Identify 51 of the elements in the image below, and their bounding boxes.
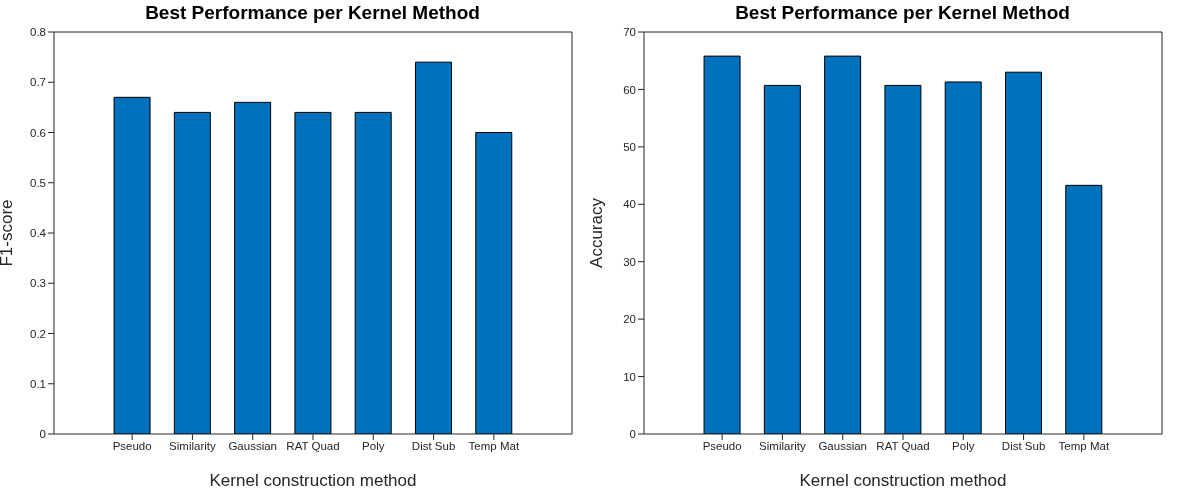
bar xyxy=(1004,71,1042,434)
bar xyxy=(173,111,211,434)
y-tick-label: 0.5 xyxy=(30,176,46,189)
chart-title: Best Performance per Kernel Method xyxy=(144,2,481,24)
y-tick-label: 0.3 xyxy=(30,277,46,290)
x-tick-label: Temp Mat xyxy=(1058,440,1110,453)
bar xyxy=(884,84,922,434)
x-tick-label: Poly xyxy=(952,440,975,453)
y-tick-label: 0.7 xyxy=(30,76,46,89)
bar xyxy=(354,111,392,434)
y-tick-label: 30 xyxy=(623,255,636,268)
bar xyxy=(763,84,801,434)
bar xyxy=(475,132,513,434)
y-tick-label: 0.2 xyxy=(30,327,46,340)
x-tick-label: Gaussian xyxy=(818,440,868,453)
y-axis-title: F1-score xyxy=(0,199,17,267)
bar xyxy=(294,111,332,434)
y-tick-label: 20 xyxy=(623,313,636,326)
x-tick-label: Pseudo xyxy=(112,440,152,453)
y-tick-label: 0.4 xyxy=(30,227,47,240)
y-tick-label: 40 xyxy=(623,198,636,211)
x-tick-label: Pseudo xyxy=(702,440,742,453)
x-tick-label: Similarity xyxy=(759,440,806,453)
x-axis-title: Kernel construction method xyxy=(799,471,1007,490)
x-tick-label: Dist Sub xyxy=(1001,440,1046,453)
bar xyxy=(824,55,862,434)
bar xyxy=(113,96,151,434)
bar xyxy=(944,81,982,434)
y-tick-label: 0.1 xyxy=(30,377,46,390)
y-tick-label: 0.6 xyxy=(30,126,46,139)
x-tick-label: Temp Mat xyxy=(468,440,520,453)
y-tick-label: 0.8 xyxy=(30,26,46,39)
y-tick-label: 0 xyxy=(629,428,636,441)
chart-title: Best Performance per Kernel Method xyxy=(734,2,1071,24)
bar xyxy=(234,101,272,434)
x-tick-label: Dist Sub xyxy=(411,440,456,453)
x-axis-title: Kernel construction method xyxy=(209,471,417,490)
bar xyxy=(1065,184,1103,434)
bar xyxy=(703,55,741,434)
x-tick-label: RAT Quad xyxy=(876,440,930,453)
y-tick-label: 70 xyxy=(623,26,636,39)
x-tick-label: Poly xyxy=(362,440,385,453)
y-tick-label: 10 xyxy=(623,370,636,383)
x-tick-label: Gaussian xyxy=(228,440,278,453)
y-axis-title: Accuracy xyxy=(587,197,607,268)
x-tick-label: Similarity xyxy=(169,440,216,453)
bar xyxy=(414,61,452,434)
y-tick-label: 0 xyxy=(39,428,46,441)
x-tick-label: RAT Quad xyxy=(286,440,340,453)
y-tick-label: 60 xyxy=(623,83,636,96)
y-tick-label: 50 xyxy=(623,140,636,153)
